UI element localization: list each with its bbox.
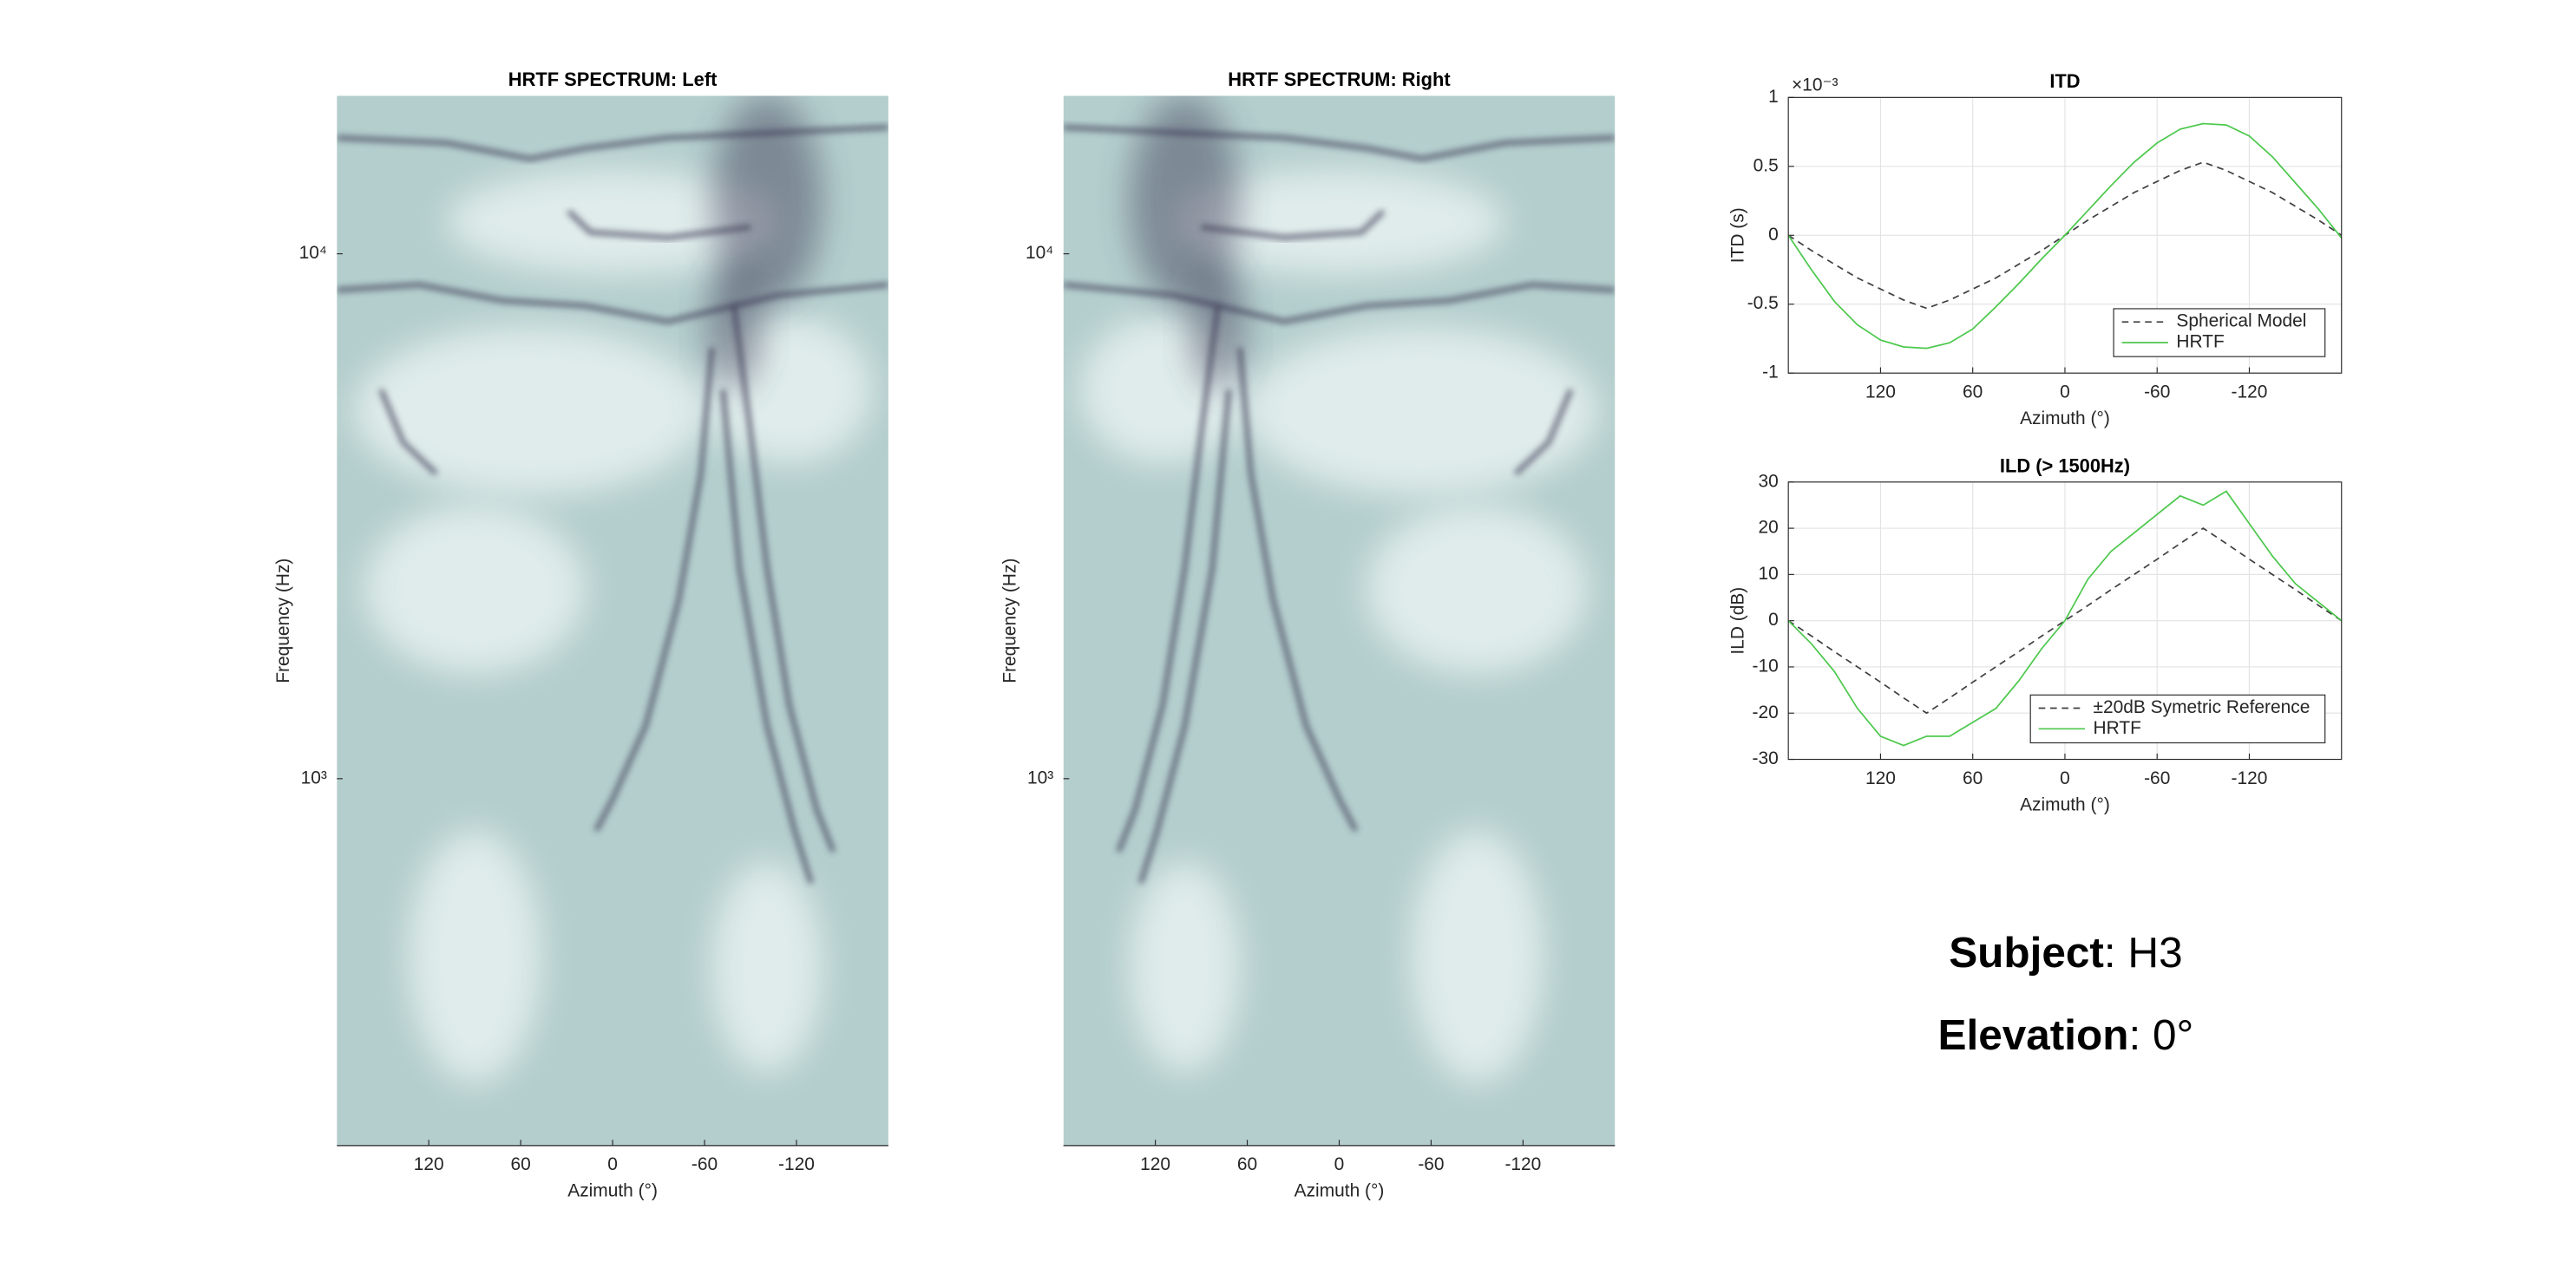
x-tick-label: -120 xyxy=(2232,382,2268,402)
x-axis-label: Azimuth (°) xyxy=(1295,1181,1385,1201)
x-tick-label: -120 xyxy=(778,1154,815,1174)
y-tick-label: 10⁴ xyxy=(1026,243,1053,263)
chart-title: ILD (> 1500Hz) xyxy=(2000,454,2130,476)
spectrum-image xyxy=(1063,95,1616,1146)
spectrum-notch xyxy=(1137,389,1232,885)
y-tick-label: 1 xyxy=(1768,87,1779,107)
x-tick-label: 120 xyxy=(414,1154,444,1174)
y-axis-label: ILD (dB) xyxy=(1728,587,1748,655)
x-tick-label: -60 xyxy=(1418,1154,1444,1174)
legend-box xyxy=(2029,694,2326,744)
x-tick-label: 0 xyxy=(607,1154,618,1174)
info-line: Subject: H3 xyxy=(1949,929,2182,977)
y-tick-label: -30 xyxy=(1753,748,1779,768)
y-tick-label: 10³ xyxy=(1027,768,1053,788)
x-tick-label: 60 xyxy=(511,1154,531,1174)
series-line xyxy=(1787,122,2343,350)
x-tick-label: 60 xyxy=(1237,1154,1257,1174)
legend-label: HRTF xyxy=(2094,718,2141,738)
y-tick-label: 0.5 xyxy=(1753,155,1779,175)
spectrum-light xyxy=(447,169,778,275)
info-label: Elevation xyxy=(1938,1011,2129,1059)
x-tick-label: -120 xyxy=(1504,1154,1541,1174)
y-axis-label: Frequency (Hz) xyxy=(273,559,293,683)
y-tick-label: 10⁴ xyxy=(299,243,327,263)
spectrum-notch xyxy=(593,347,715,833)
info-line: Elevation: 0° xyxy=(1938,1011,2194,1059)
x-tick-label: 0 xyxy=(2060,768,2070,788)
spectrum-dark xyxy=(706,264,762,390)
spectrum-notch xyxy=(1063,282,1616,324)
y-axis-label: Frequency (Hz) xyxy=(1000,559,1019,683)
x-tick-label: -60 xyxy=(2144,382,2170,402)
info-value: : 0° xyxy=(2128,1011,2193,1059)
spectrum-notch xyxy=(1201,209,1386,240)
spectrum-notch xyxy=(731,305,836,853)
series-line xyxy=(1787,490,2343,747)
spectrum-light xyxy=(1367,505,1588,674)
y-tick-label: 20 xyxy=(1758,518,1778,538)
x-tick-label: 60 xyxy=(1963,382,1983,402)
spectrum-notch xyxy=(337,124,888,161)
spectrum-notch xyxy=(1063,124,1616,161)
chart-title: HRTF SPECTRUM: Right xyxy=(1228,69,1451,90)
y-axis-label: ITD (s) xyxy=(1728,207,1748,263)
info-label: Subject xyxy=(1949,929,2104,977)
y-tick-label: -20 xyxy=(1753,703,1779,722)
x-axis-label: Azimuth (°) xyxy=(2020,794,2110,814)
y-tick-label: 0 xyxy=(1768,225,1779,245)
y-tick-label: 10³ xyxy=(301,768,327,788)
legend-box xyxy=(2113,308,2326,357)
spectrum-dark xyxy=(1129,95,1241,306)
spectrum-light xyxy=(1129,862,1241,1073)
x-tick-label: 0 xyxy=(2060,382,2070,402)
y-tick-label: -10 xyxy=(1753,656,1779,676)
chart-title: ITD xyxy=(2049,70,2080,92)
x-tick-label: -60 xyxy=(692,1154,718,1174)
x-axis-label: Azimuth (°) xyxy=(567,1181,658,1201)
x-tick-label: 120 xyxy=(1140,1154,1170,1174)
x-axis-label: Azimuth (°) xyxy=(2020,408,2110,428)
chart-title: HRTF SPECTRUM: Left xyxy=(508,69,718,90)
legend-label: ±20dB Symetric Reference xyxy=(2094,697,2311,717)
spectrum-notch xyxy=(337,282,888,324)
y-tick-label: 10 xyxy=(1758,564,1778,584)
legend-label: Spherical Model xyxy=(2176,311,2306,331)
axes-box xyxy=(1787,481,2343,761)
x-tick-label: -60 xyxy=(2144,768,2170,788)
spectrum-notch xyxy=(1237,347,1359,833)
spectrum-dark xyxy=(711,95,823,306)
axes-box xyxy=(1787,96,2343,374)
spectrum-light xyxy=(1411,830,1544,1083)
y-tick-label: 0 xyxy=(1768,610,1779,630)
info-value: : H3 xyxy=(2104,929,2183,977)
x-tick-label: 120 xyxy=(1865,382,1896,402)
y-tick-label: -1 xyxy=(1762,363,1779,382)
spectrum-notch xyxy=(378,389,438,476)
spectrum-notch xyxy=(1513,389,1574,476)
spectrum-image xyxy=(337,95,888,1146)
y-tick-label: -0.5 xyxy=(1747,293,1779,313)
x-tick-label: 60 xyxy=(1963,768,1983,788)
spectrum-light xyxy=(1245,326,1599,495)
spectrum-light xyxy=(1173,169,1505,275)
spectrum-notch xyxy=(567,209,751,240)
spectrum-notch xyxy=(1116,305,1221,853)
y-tick-label: 30 xyxy=(1758,471,1778,491)
spectrum-notch xyxy=(720,389,814,885)
y-exponent-label: ×10⁻³ xyxy=(1792,75,1839,95)
spectrum-light xyxy=(408,830,541,1083)
spectrum-light xyxy=(711,862,823,1073)
x-tick-label: 120 xyxy=(1865,768,1896,788)
spectrum-light xyxy=(353,326,707,495)
x-tick-label: -120 xyxy=(2232,768,2268,788)
legend-label: HRTF xyxy=(2176,332,2224,352)
x-tick-label: 0 xyxy=(1334,1154,1345,1174)
spectrum-light xyxy=(364,505,586,674)
spectrum-dark xyxy=(1190,264,1246,390)
